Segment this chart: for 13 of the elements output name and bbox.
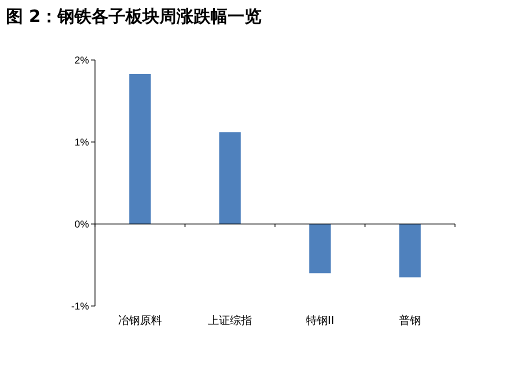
y-tick-label: 2% <box>74 56 90 66</box>
bar <box>399 224 421 278</box>
bar <box>219 132 241 224</box>
y-tick-label: -1% <box>71 302 90 312</box>
y-tick-label: 1% <box>74 138 90 148</box>
x-tick-label: 特钢II <box>306 314 334 327</box>
bar <box>309 224 331 274</box>
x-tick-label: 冶钢原料 <box>118 314 162 327</box>
y-tick-label: 0% <box>74 220 90 230</box>
bar <box>129 74 151 224</box>
chart-title: 图 2：钢铁各子板块周涨跌幅一览 <box>6 7 262 27</box>
x-tick-label: 上证综指 <box>208 314 252 327</box>
x-tick-label: 普钢 <box>399 314 421 327</box>
